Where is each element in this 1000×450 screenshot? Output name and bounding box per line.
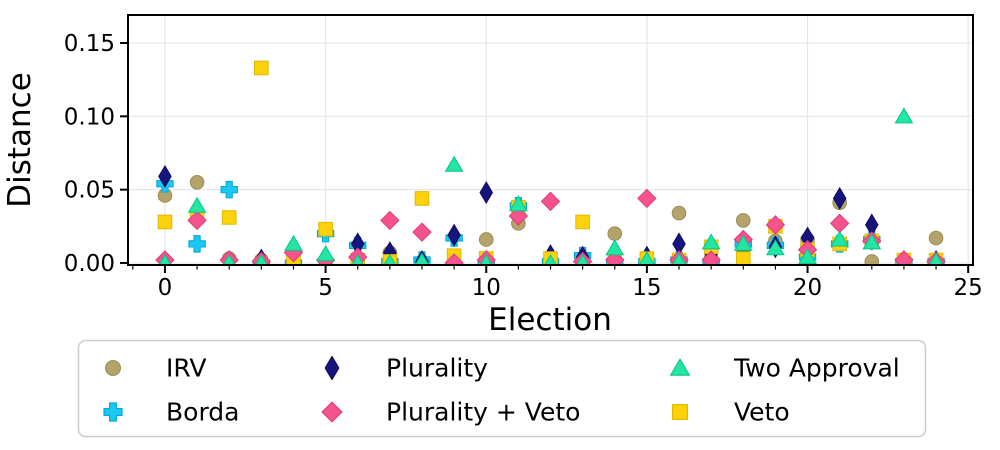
x-tick-label-20: 20 bbox=[793, 275, 822, 301]
x-tick-label-0: 0 bbox=[158, 275, 173, 301]
marker-two-approval-22 bbox=[862, 233, 882, 250]
legend-label-plurality-veto: Plurality + Veto bbox=[386, 398, 580, 427]
borda-legend-marker-icon bbox=[103, 402, 123, 422]
y-tick-label-0.00: 0.00 bbox=[64, 251, 115, 277]
irv-legend-marker-icon bbox=[105, 360, 121, 376]
marker-two-approval-1 bbox=[187, 196, 207, 213]
axes bbox=[120, 14, 974, 273]
marker-two-approval-14 bbox=[605, 239, 625, 256]
x-tick-label-10: 10 bbox=[472, 275, 501, 301]
marker-plurality-veto-7 bbox=[380, 210, 400, 231]
x-tick-label-5: 5 bbox=[318, 275, 333, 301]
marker-two-approval-15 bbox=[638, 251, 656, 266]
marker-veto-5 bbox=[318, 221, 333, 237]
marker-two-approval-6 bbox=[350, 253, 365, 266]
marker-two-approval-23 bbox=[894, 107, 914, 124]
marker-borda-1 bbox=[188, 235, 206, 253]
veto-legend-marker-icon bbox=[671, 403, 689, 421]
legend-label-two-approval: Two Approval bbox=[733, 354, 900, 383]
marker-two-approval-7 bbox=[382, 253, 397, 266]
marker-plurality-veto-19 bbox=[765, 215, 786, 235]
x-tick-label-25: 25 bbox=[954, 275, 983, 301]
marker-two-approval-18 bbox=[733, 234, 753, 251]
legend-label-veto: Veto bbox=[734, 398, 790, 427]
marker-two-approval-17 bbox=[701, 233, 721, 250]
marker-plurality-veto-11 bbox=[508, 206, 529, 226]
marker-two-approval-12 bbox=[543, 253, 558, 266]
marker-two-approval-0 bbox=[157, 253, 173, 266]
marker-two-approval-19 bbox=[766, 239, 785, 256]
marker-irv-24 bbox=[928, 230, 944, 246]
marker-plurality-veto-1 bbox=[187, 210, 207, 231]
data-markers bbox=[155, 60, 946, 266]
marker-two-approval-11 bbox=[508, 195, 528, 212]
legend-box bbox=[77, 339, 927, 438]
plot-border bbox=[127, 14, 974, 266]
marker-borda-2 bbox=[220, 180, 238, 199]
marker-two-approval-4 bbox=[284, 234, 303, 251]
marker-plurality-veto-15 bbox=[637, 188, 657, 209]
y-tick-label-0.15: 0.15 bbox=[64, 31, 115, 57]
marker-plurality-9 bbox=[447, 223, 461, 247]
marker-veto-2 bbox=[221, 210, 237, 225]
legend-label-irv: IRV bbox=[166, 354, 206, 383]
marker-two-approval-24 bbox=[928, 252, 944, 266]
marker-plurality-veto-17 bbox=[701, 250, 721, 266]
y-tick-label-0.10: 0.10 bbox=[64, 104, 115, 130]
marker-irv-14 bbox=[607, 226, 623, 241]
marker-two-approval-5 bbox=[316, 245, 335, 262]
marker-irv-16 bbox=[671, 205, 687, 221]
marker-irv-1 bbox=[189, 175, 205, 190]
marker-irv-22 bbox=[864, 254, 880, 266]
marker-plurality-veto-12 bbox=[540, 191, 561, 212]
marker-plurality-veto-9 bbox=[444, 253, 464, 266]
marker-two-approval-13 bbox=[575, 253, 590, 266]
tick-labels: 0.00 0.05 0.10 0.15 0 5 10 15 20 25 bbox=[64, 31, 983, 301]
marker-plurality-veto-21 bbox=[829, 213, 850, 234]
marker-two-approval-2 bbox=[222, 253, 237, 266]
two-approval-legend-marker-icon bbox=[669, 358, 691, 376]
marker-plurality-veto-14 bbox=[605, 250, 625, 266]
gridlines bbox=[128, 15, 973, 265]
marker-veto-3 bbox=[254, 60, 269, 76]
x-axis-title: Election bbox=[488, 302, 612, 338]
legend: IRV Borda Plurality Plurality + Veto Two App… bbox=[77, 339, 927, 438]
marker-irv-10 bbox=[478, 232, 494, 247]
marker-two-approval-20 bbox=[798, 248, 817, 265]
marker-veto-0 bbox=[157, 214, 173, 230]
marker-two-approval-10 bbox=[479, 253, 494, 266]
marker-veto-18 bbox=[735, 251, 751, 266]
marker-two-approval-16 bbox=[671, 252, 687, 266]
marker-veto-13 bbox=[575, 214, 590, 230]
marker-two-approval-3 bbox=[254, 253, 269, 266]
marker-two-approval-9 bbox=[444, 155, 464, 172]
legend-label-borda: Borda bbox=[166, 398, 239, 427]
plurality-legend-marker-icon bbox=[324, 355, 340, 381]
marker-two-approval-21 bbox=[830, 230, 850, 247]
marker-plurality-10 bbox=[479, 181, 494, 205]
marker-veto-8 bbox=[414, 191, 430, 206]
plurality-veto-legend-marker-icon bbox=[321, 401, 343, 423]
legend-label-plurality: Plurality bbox=[386, 354, 488, 383]
marker-plurality-0 bbox=[158, 164, 172, 188]
x-tick-label-15: 15 bbox=[632, 275, 661, 301]
marker-plurality-veto-23 bbox=[894, 250, 914, 266]
marker-two-approval-8 bbox=[414, 252, 430, 266]
marker-plurality-veto-8 bbox=[412, 222, 432, 242]
y-axis-title: Distance bbox=[2, 72, 38, 208]
marker-irv-18 bbox=[735, 213, 751, 228]
marker-plurality-21 bbox=[832, 186, 847, 210]
y-tick-label-0.05: 0.05 bbox=[64, 178, 115, 204]
